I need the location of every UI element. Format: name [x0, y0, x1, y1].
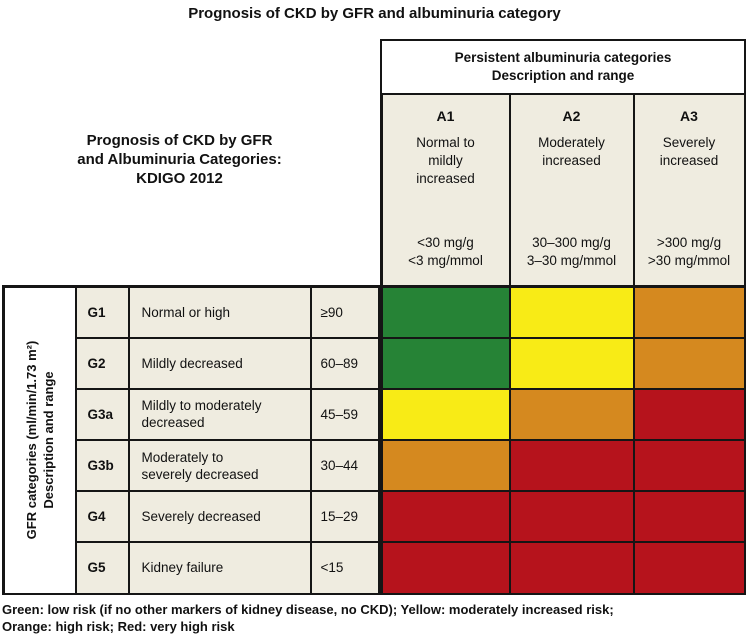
- gfr-table: GFR categories (ml/min/1.73 m²) Descript…: [2, 285, 380, 595]
- gfr-axis-label-cell: GFR categories (ml/min/1.73 m²) Descript…: [4, 287, 75, 593]
- gfr-description-g3b: Moderately to severely decreased: [129, 441, 310, 491]
- risk-cell-g3a-a3: [634, 389, 744, 439]
- risk-cell-g4-a2: [510, 492, 633, 542]
- gfr-code-g2: G2: [76, 338, 128, 388]
- gfr-range-g5: <15: [311, 543, 378, 593]
- risk-cell-g2-a1: [382, 338, 509, 388]
- albuminuria-code: A2: [562, 108, 581, 124]
- gfr-description-g2: Mildly decreased: [129, 338, 310, 388]
- risk-matrix: [380, 285, 746, 595]
- gfr-range-g4: 15–29: [311, 492, 378, 542]
- albuminuria-description: Severely increased: [659, 135, 719, 168]
- gfr-range-g3a: 45–59: [311, 389, 378, 439]
- gfr-code-g3b: G3b: [76, 441, 128, 491]
- albuminuria-range: <30 mg/g <3 mg/mmol: [408, 235, 483, 268]
- gfr-range-g3b: 30–44: [311, 441, 378, 491]
- albuminuria-code: A1: [436, 108, 455, 124]
- risk-cell-g3b-a3: [634, 441, 744, 491]
- risk-cell-g3b-a2: [510, 441, 633, 491]
- risk-cell-g2-a3: [634, 338, 744, 388]
- risk-cell-g3a-a1: [382, 389, 509, 439]
- albuminuria-header-label: Persistent albuminuria categories Descri…: [454, 50, 672, 83]
- gfr-range-g2: 60–89: [311, 338, 378, 388]
- risk-cell-g5-a3: [634, 543, 744, 593]
- risk-cell-g1-a3: [634, 287, 744, 337]
- gfr-code-g5: G5: [76, 543, 128, 593]
- albuminuria-columns: A1 Normal to mildly increased <30 mg/g <…: [380, 95, 746, 285]
- risk-cell-g3a-a2: [510, 389, 633, 439]
- albuminuria-range: >300 mg/g >30 mg/mmol: [647, 235, 731, 268]
- risk-cell-g1-a1: [382, 287, 509, 337]
- figure-title: Prognosis of CKD by GFR and albuminuria …: [188, 5, 561, 22]
- risk-cell-g5-a2: [510, 543, 633, 593]
- albuminuria-col-a3: A3 Severely increased >300 mg/g >30 mg/m…: [634, 95, 744, 285]
- gfr-axis-label: GFR categories (ml/min/1.73 m²) Descript…: [23, 340, 56, 540]
- albuminuria-header-box: Persistent albuminuria categories Descri…: [380, 39, 746, 95]
- risk-cell-g5-a1: [382, 543, 509, 593]
- risk-cell-g1-a2: [510, 287, 633, 337]
- albuminuria-range: 30–300 mg/g 3–30 mg/mmol: [526, 235, 617, 268]
- risk-cell-g2-a2: [510, 338, 633, 388]
- gfr-code-g4: G4: [76, 492, 128, 542]
- gfr-description-g4: Severely decreased: [129, 492, 310, 542]
- risk-cell-g4-a1: [382, 492, 509, 542]
- left-caption: Prognosis of CKD by GFR and Albuminuria …: [77, 132, 282, 187]
- albuminuria-col-a2: A2 Moderately increased 30–300 mg/g 3–30…: [510, 95, 633, 285]
- gfr-description-g5: Kidney failure: [129, 543, 310, 593]
- albuminuria-description: Moderately increased: [538, 135, 605, 168]
- gfr-code-g1: G1: [76, 287, 128, 337]
- risk-legend: Green: low risk (if no other markers of …: [2, 602, 614, 634]
- albuminuria-description: Normal to mildly increased: [416, 135, 475, 186]
- gfr-range-g1: ≥90: [311, 287, 378, 337]
- gfr-code-g3a: G3a: [76, 389, 128, 439]
- gfr-description-g3a: Mildly to moderately decreased: [129, 389, 310, 439]
- risk-cell-g4-a3: [634, 492, 744, 542]
- albuminuria-col-a1: A1 Normal to mildly increased <30 mg/g <…: [382, 95, 509, 285]
- risk-cell-g3b-a1: [382, 441, 509, 491]
- gfr-description-g1: Normal or high: [129, 287, 310, 337]
- albuminuria-code: A3: [680, 108, 698, 124]
